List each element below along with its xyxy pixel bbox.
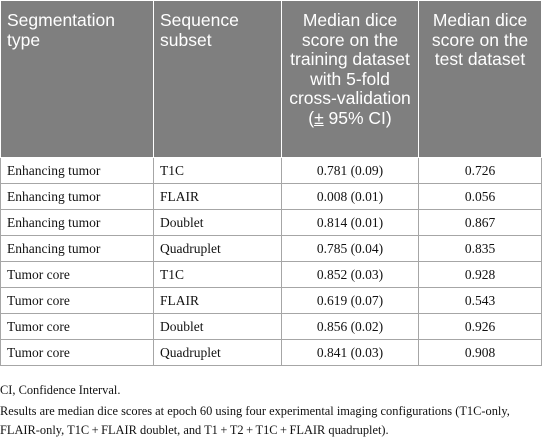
cell-sequence-subset: T1C xyxy=(153,157,282,184)
table-body: Enhancing tumor T1C 0.781 (0.09) 0.726 Enhan… xyxy=(0,157,542,366)
header-sequence-subset: Sequence subset xyxy=(153,0,282,158)
cell-test-dice: 0.726 xyxy=(418,157,542,184)
cell-test-dice: 0.543 xyxy=(418,287,542,314)
cell-training-dice: 0.781 (0.09) xyxy=(281,157,419,184)
table-footnotes: CI, Confidence Interval. Results are med… xyxy=(0,381,542,440)
cell-sequence-subset: Quadruplet xyxy=(153,235,282,262)
cell-training-dice: 0.814 (0.01) xyxy=(281,209,419,236)
cell-sequence-subset: T1C xyxy=(153,261,282,288)
table-row: Tumor core Quadruplet 0.841 (0.03) 0.908 xyxy=(0,339,542,366)
cell-segmentation-type: Tumor core xyxy=(0,261,154,288)
cell-test-dice: 0.056 xyxy=(418,183,542,210)
table-row: Tumor core FLAIR 0.619 (0.07) 0.543 xyxy=(0,287,542,314)
cell-training-dice: 0.785 (0.04) xyxy=(281,235,419,262)
table-row: Tumor core T1C 0.852 (0.03) 0.928 xyxy=(0,261,542,288)
cell-test-dice: 0.867 xyxy=(418,209,542,236)
cell-test-dice: 0.835 xyxy=(418,235,542,262)
cell-test-dice: 0.926 xyxy=(418,313,542,340)
header-plus-minus: ± xyxy=(314,107,324,128)
cell-segmentation-type: Tumor core xyxy=(0,313,154,340)
cell-sequence-subset: FLAIR xyxy=(153,287,282,314)
cell-test-dice: 0.928 xyxy=(418,261,542,288)
cell-segmentation-type: Enhancing tumor xyxy=(0,157,154,184)
header-row: Segmentation type Sequence subset Median… xyxy=(0,0,542,158)
cell-segmentation-type: Enhancing tumor xyxy=(0,183,154,210)
table-row: Enhancing tumor Quadruplet 0.785 (0.04) 0.8… xyxy=(0,235,542,262)
cell-training-dice: 0.852 (0.03) xyxy=(281,261,419,288)
cell-segmentation-type: Tumor core xyxy=(0,339,154,366)
cell-sequence-subset: Doublet xyxy=(153,313,282,340)
table-row: Enhancing tumor FLAIR 0.008 (0.01) 0.056 xyxy=(0,183,542,210)
table-row: Enhancing tumor Doublet 0.814 (0.01) 0.867 xyxy=(0,209,542,236)
cell-segmentation-type: Tumor core xyxy=(0,287,154,314)
header-segmentation-type: Segmentation type xyxy=(0,0,154,158)
footnote-description: Results are median dice scores at epoch … xyxy=(0,404,510,437)
cell-segmentation-type: Enhancing tumor xyxy=(0,209,154,236)
cell-training-dice: 0.619 (0.07) xyxy=(281,287,419,314)
cell-sequence-subset: Doublet xyxy=(153,209,282,236)
table-header: Segmentation type Sequence subset Median… xyxy=(0,0,542,158)
table-row: Enhancing tumor T1C 0.781 (0.09) 0.726 xyxy=(0,157,542,184)
cell-sequence-subset: Quadruplet xyxy=(153,339,282,366)
cell-segmentation-type: Enhancing tumor xyxy=(0,235,154,262)
results-table: Segmentation type Sequence subset Median… xyxy=(0,0,542,366)
results-table-container: Segmentation type Sequence subset Median… xyxy=(0,0,542,366)
header-training-dice: Median dice score on the training datase… xyxy=(281,0,419,158)
cell-training-dice: 0.008 (0.01) xyxy=(281,183,419,210)
footnote-abbreviation: CI, Confidence Interval. xyxy=(0,383,121,397)
table-row: Tumor core Doublet 0.856 (0.02) 0.926 xyxy=(0,313,542,340)
cell-sequence-subset: FLAIR xyxy=(153,183,282,210)
header-training-dice-ci: 95% CI) xyxy=(323,107,392,128)
header-test-dice: Median dice score on the test dataset xyxy=(418,0,542,158)
cell-test-dice: 0.908 xyxy=(418,339,542,366)
header-training-dice-main: Median dice score on the training datase… xyxy=(289,10,411,128)
cell-training-dice: 0.856 (0.02) xyxy=(281,313,419,340)
cell-training-dice: 0.841 (0.03) xyxy=(281,339,419,366)
